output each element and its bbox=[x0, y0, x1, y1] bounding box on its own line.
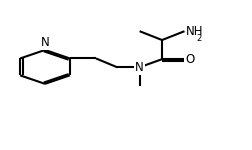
Text: 2: 2 bbox=[196, 34, 201, 43]
Text: N: N bbox=[41, 36, 49, 49]
Text: NH: NH bbox=[186, 25, 203, 38]
Text: N: N bbox=[135, 61, 144, 74]
Text: O: O bbox=[186, 53, 195, 66]
